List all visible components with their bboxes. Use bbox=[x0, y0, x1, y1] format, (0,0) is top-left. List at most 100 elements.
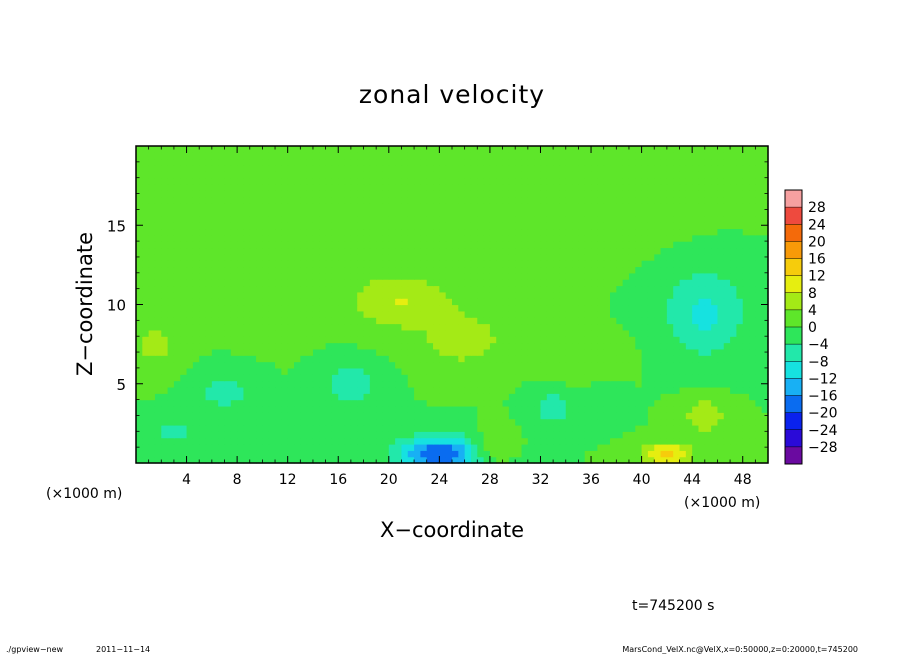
heatmap-cell bbox=[161, 260, 169, 268]
heatmap-cell bbox=[338, 279, 346, 287]
heatmap-cell bbox=[730, 380, 737, 388]
heatmap-cell bbox=[173, 152, 181, 160]
heatmap-cell bbox=[692, 348, 700, 356]
heatmap-cell bbox=[572, 234, 579, 242]
heatmap-cell bbox=[237, 348, 245, 356]
heatmap-cell bbox=[350, 209, 358, 217]
heatmap-cell bbox=[401, 431, 409, 439]
heatmap-cell bbox=[363, 158, 371, 166]
heatmap-cell bbox=[502, 165, 510, 172]
heatmap-cell bbox=[717, 437, 725, 445]
heatmap-cell bbox=[527, 253, 535, 261]
heatmap-cell bbox=[186, 177, 194, 185]
heatmap-cell bbox=[502, 412, 510, 420]
heatmap-cell bbox=[357, 336, 365, 344]
heatmap-cell bbox=[540, 272, 548, 280]
heatmap-cell bbox=[224, 437, 232, 445]
heatmap-cell bbox=[660, 310, 668, 318]
heatmap-cell bbox=[483, 342, 491, 350]
heatmap-cell bbox=[230, 348, 238, 356]
heatmap-cell bbox=[224, 279, 232, 287]
heatmap-cell bbox=[458, 241, 466, 249]
heatmap-cell bbox=[692, 456, 700, 464]
heatmap-cell bbox=[755, 412, 763, 420]
heatmap-cell bbox=[161, 272, 169, 280]
heatmap-cell bbox=[660, 158, 668, 166]
heatmap-cell bbox=[660, 431, 668, 439]
heatmap-cell bbox=[312, 386, 320, 394]
heatmap-cell bbox=[546, 412, 554, 420]
heatmap-cell bbox=[148, 253, 156, 261]
heatmap-cell bbox=[388, 399, 396, 407]
heatmap-cell bbox=[167, 399, 175, 407]
heatmap-cell bbox=[508, 317, 516, 325]
heatmap-cell bbox=[199, 424, 207, 432]
heatmap-cell bbox=[470, 424, 478, 432]
heatmap-cell bbox=[439, 329, 447, 337]
heatmap-cell bbox=[420, 215, 428, 223]
heatmap-cell bbox=[641, 171, 649, 179]
heatmap-cell bbox=[401, 291, 409, 299]
heatmap-cell bbox=[319, 234, 327, 242]
heatmap-cell bbox=[192, 165, 200, 172]
heatmap-cell bbox=[319, 418, 327, 426]
heatmap-cell bbox=[407, 171, 415, 179]
heatmap-cell bbox=[565, 298, 573, 306]
heatmap-cell bbox=[717, 450, 725, 458]
heatmap-cell bbox=[736, 234, 744, 242]
heatmap-cell bbox=[546, 348, 554, 356]
heatmap-cell bbox=[635, 158, 643, 166]
heatmap-cell bbox=[761, 367, 769, 375]
heatmap-cell bbox=[603, 241, 611, 249]
heatmap-cell bbox=[464, 317, 472, 325]
heatmap-cell bbox=[420, 450, 428, 458]
heatmap-cell bbox=[527, 190, 535, 198]
heatmap-cell bbox=[445, 165, 453, 172]
heatmap-cell bbox=[591, 424, 598, 432]
heatmap-cell bbox=[338, 336, 346, 344]
heatmap-cell bbox=[704, 336, 712, 344]
heatmap-cell bbox=[597, 234, 605, 242]
heatmap-cell bbox=[742, 215, 750, 223]
heatmap-cell bbox=[502, 266, 510, 274]
heatmap-cell bbox=[496, 304, 504, 312]
heatmap-cell bbox=[597, 285, 605, 293]
heatmap-cell bbox=[407, 222, 415, 230]
heatmap-cell bbox=[749, 456, 756, 464]
heatmap-cell bbox=[527, 424, 535, 432]
heatmap-cell bbox=[205, 323, 213, 331]
heatmap-cell bbox=[628, 152, 636, 160]
heatmap-cell bbox=[470, 405, 478, 413]
heatmap-cell bbox=[192, 456, 200, 464]
heatmap-cell bbox=[654, 152, 662, 160]
heatmap-cell bbox=[610, 361, 617, 369]
heatmap-cell bbox=[275, 272, 282, 280]
heatmap-cell bbox=[616, 158, 624, 166]
heatmap-cell bbox=[489, 393, 497, 401]
heatmap-cell bbox=[199, 336, 207, 344]
heatmap-cell bbox=[628, 190, 636, 198]
heatmap-cell bbox=[508, 323, 516, 331]
heatmap-cell bbox=[458, 203, 466, 210]
heatmap-cell bbox=[679, 222, 687, 230]
heatmap-cell bbox=[565, 424, 573, 432]
heatmap-cell bbox=[704, 386, 712, 394]
heatmap-cell bbox=[489, 285, 497, 293]
heatmap-cell bbox=[749, 215, 756, 223]
heatmap-cell bbox=[616, 241, 624, 249]
heatmap-cell bbox=[363, 310, 371, 318]
heatmap-cell bbox=[749, 374, 756, 382]
heatmap-cell bbox=[603, 355, 611, 363]
heatmap-cell bbox=[502, 310, 510, 318]
heatmap-cell bbox=[534, 298, 542, 306]
heatmap-cell bbox=[275, 196, 282, 204]
heatmap-cell bbox=[515, 380, 523, 388]
heatmap-cell bbox=[230, 171, 238, 179]
heatmap-cell bbox=[136, 260, 143, 268]
heatmap-cell bbox=[717, 329, 725, 337]
heatmap-cell bbox=[319, 279, 327, 287]
heatmap-cell bbox=[256, 253, 263, 261]
heatmap-cell bbox=[445, 367, 453, 375]
heatmap-cell bbox=[395, 310, 403, 318]
heatmap-cell bbox=[730, 152, 737, 160]
